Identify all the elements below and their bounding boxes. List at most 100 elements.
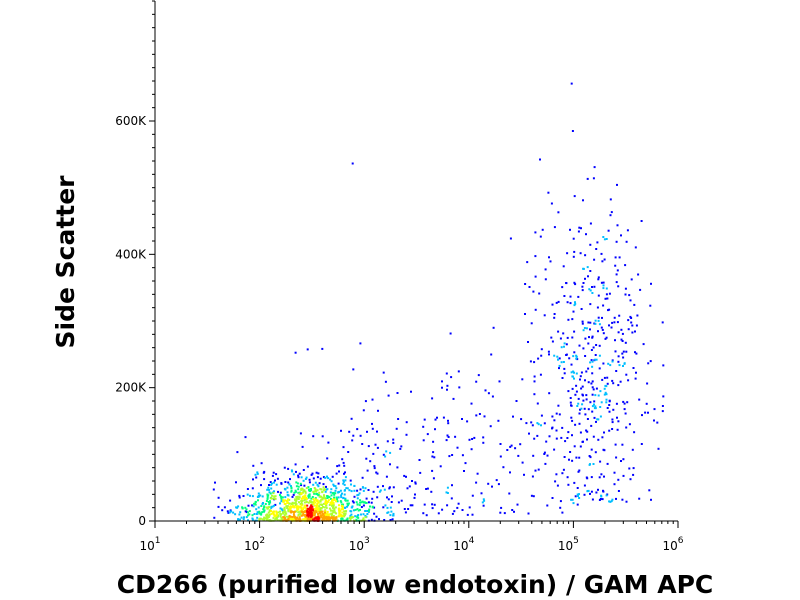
data-point — [280, 496, 283, 499]
data-point — [226, 510, 229, 513]
data-point — [272, 471, 275, 474]
data-point — [326, 495, 329, 497]
data-point — [434, 428, 436, 431]
data-point — [590, 448, 593, 451]
data-point — [244, 506, 247, 509]
data-point — [583, 407, 586, 410]
data-point — [588, 455, 591, 457]
data-point — [640, 220, 643, 222]
data-point — [367, 489, 370, 491]
data-point — [574, 423, 577, 426]
data-point — [344, 476, 347, 479]
data-point — [553, 313, 556, 315]
data-point — [583, 484, 586, 487]
data-point — [270, 483, 273, 486]
data-point — [614, 264, 617, 267]
data-point — [332, 516, 335, 519]
data-point — [451, 484, 453, 487]
data-point — [487, 392, 490, 395]
data-point — [570, 498, 573, 501]
data-point — [285, 512, 288, 515]
data-point — [325, 516, 328, 519]
data-point — [591, 335, 594, 338]
data-point — [325, 506, 328, 509]
data-point — [236, 451, 239, 454]
data-point — [537, 357, 540, 360]
data-point — [376, 446, 379, 449]
data-point — [487, 482, 490, 485]
data-point — [571, 130, 574, 132]
data-point — [223, 506, 226, 509]
data-point — [268, 514, 271, 517]
data-point — [378, 518, 380, 521]
data-point — [300, 504, 303, 507]
data-point — [546, 454, 549, 457]
data-point — [316, 502, 319, 505]
data-point — [275, 514, 278, 517]
data-point — [377, 409, 379, 412]
data-point — [627, 379, 630, 382]
data-point — [600, 473, 603, 476]
data-point — [343, 512, 345, 515]
data-point — [582, 399, 585, 402]
data-point — [327, 477, 330, 480]
data-point — [308, 488, 311, 491]
data-point — [442, 416, 445, 419]
data-point — [573, 371, 575, 374]
data-point — [321, 514, 324, 517]
data-point — [307, 496, 310, 499]
data-point — [214, 481, 216, 484]
data-point — [446, 388, 448, 391]
data-point — [314, 501, 317, 504]
data-point — [329, 491, 332, 494]
data-point — [229, 499, 232, 502]
data-point — [499, 511, 502, 514]
data-point — [615, 370, 618, 372]
data-point — [232, 511, 235, 514]
data-point — [316, 516, 319, 519]
data-point — [527, 341, 529, 343]
data-point — [536, 402, 539, 405]
data-point — [279, 513, 282, 515]
data-point — [295, 497, 298, 500]
x-tick-label: 103 — [349, 536, 370, 553]
data-point — [268, 503, 271, 506]
data-point — [281, 496, 284, 499]
data-point — [584, 277, 586, 280]
data-point — [392, 514, 395, 517]
data-point — [426, 433, 429, 436]
data-point — [622, 356, 625, 359]
data-point — [533, 437, 536, 440]
data-point — [468, 438, 471, 441]
data-point — [631, 448, 634, 451]
data-point — [251, 487, 254, 490]
data-point — [445, 372, 448, 375]
data-point — [568, 458, 570, 461]
data-point — [325, 502, 328, 505]
data-point — [343, 493, 346, 496]
data-point — [329, 497, 332, 500]
data-point — [407, 508, 410, 510]
data-point — [324, 510, 327, 513]
data-point — [317, 510, 320, 512]
data-point — [254, 473, 257, 476]
data-point — [589, 222, 592, 225]
data-point — [317, 494, 320, 497]
data-point — [621, 352, 624, 355]
data-point — [517, 454, 520, 457]
data-point — [332, 505, 335, 508]
data-point — [413, 496, 416, 499]
data-point — [633, 303, 636, 306]
data-point — [594, 354, 597, 356]
data-point — [558, 364, 561, 367]
y-tick-label: 600K — [115, 114, 147, 128]
data-point — [361, 500, 364, 503]
data-point — [281, 509, 284, 512]
data-point — [632, 467, 635, 470]
data-point — [267, 494, 270, 497]
data-point — [258, 518, 261, 521]
data-point — [342, 479, 345, 482]
data-point — [603, 376, 606, 379]
data-point — [590, 349, 593, 351]
data-point — [617, 478, 620, 481]
